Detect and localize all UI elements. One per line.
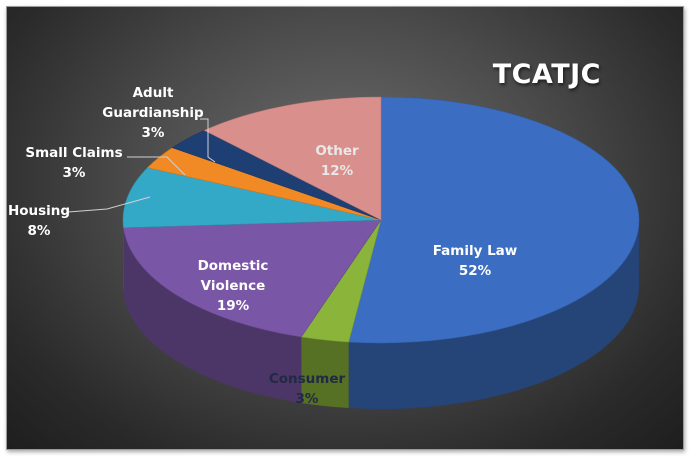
leader-line-small-claims	[127, 156, 186, 176]
leader-line-housing	[67, 196, 151, 213]
leader-lines	[67, 118, 216, 213]
pie-side-housing	[123, 220, 124, 294]
chart-title: TCATJC	[492, 59, 601, 90]
pie-side-domestic-violence	[123, 227, 302, 403]
slice-label-adult-guardianship: Guardianship	[102, 105, 204, 121]
leader-line-adult-guardianship	[200, 118, 216, 163]
slice-label-domestic-violence: Violence	[201, 278, 266, 294]
slice-label-consumer: Consumer	[269, 371, 346, 387]
pie-slice-family-law	[348, 96, 640, 344]
slice-label-family-law: Family Law	[433, 243, 518, 259]
slice-label-other: Other	[315, 143, 359, 159]
slice-label-housing: Housing	[8, 203, 70, 219]
slice-value-small-claims: 3%	[63, 165, 86, 181]
slice-label-adult-guardianship: Adult	[133, 85, 174, 101]
pie-slice-housing	[122, 167, 382, 229]
pie-slices	[122, 96, 640, 344]
slice-value-adult-guardianship: 3%	[142, 125, 165, 141]
pie-side-consumer	[301, 336, 349, 409]
pie-chart: Family Law 52% Consumer 3% Domestic Violence 1…	[8, 85, 640, 409]
slice-value-housing: 8%	[28, 223, 51, 239]
slice-labels: Family Law 52% Consumer 3% Domestic Violence 1…	[8, 85, 517, 407]
slice-label-small-claims: Small Claims	[25, 145, 122, 161]
chart-frame: Family Law 52% Consumer 3% Domestic Violence 1…	[6, 6, 684, 450]
slice-value-domestic-violence: 19%	[217, 298, 250, 314]
slice-value-consumer: 3%	[296, 391, 319, 407]
slice-label-domestic-violence: Domestic	[198, 258, 269, 274]
pie-slice-other	[203, 96, 382, 221]
pie-slice-domestic-violence	[123, 219, 382, 338]
slice-value-family-law: 52%	[459, 263, 492, 279]
pie-sides	[123, 220, 639, 409]
pie-side-family-law	[348, 222, 639, 409]
slice-value-other: 12%	[321, 163, 354, 179]
